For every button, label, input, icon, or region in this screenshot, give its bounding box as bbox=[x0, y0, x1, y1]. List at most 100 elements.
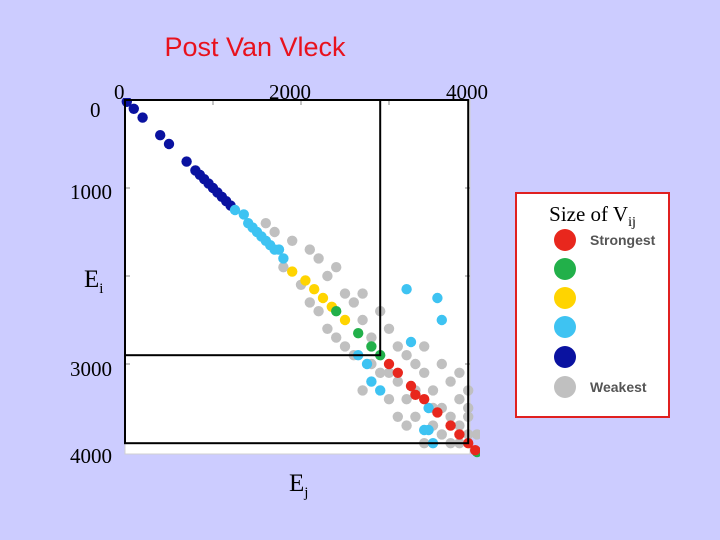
data-point bbox=[247, 222, 258, 233]
data-point bbox=[419, 367, 430, 378]
data-point bbox=[405, 336, 417, 348]
legend-title: Size of Vij bbox=[517, 202, 668, 231]
data-point bbox=[361, 358, 373, 370]
data-point bbox=[137, 112, 148, 123]
data-point bbox=[392, 376, 403, 387]
data-point bbox=[454, 394, 465, 405]
chart-title: Post Van Vleck bbox=[164, 32, 346, 62]
data-point bbox=[331, 262, 342, 273]
data-point bbox=[353, 328, 364, 339]
legend-title-sub: ij bbox=[628, 215, 636, 231]
plot-area bbox=[124, 99, 471, 455]
data-point bbox=[392, 341, 403, 352]
data-point bbox=[348, 297, 359, 308]
data-point bbox=[454, 420, 465, 431]
legend-swatch-strongest bbox=[554, 229, 576, 251]
data-point bbox=[331, 332, 342, 343]
data-point bbox=[313, 253, 324, 264]
legend: Size of Vij Strongest Weakest bbox=[515, 192, 670, 418]
region-boxes bbox=[124, 99, 470, 445]
data-point bbox=[181, 156, 192, 167]
data-point bbox=[383, 323, 395, 334]
data-point bbox=[322, 270, 333, 282]
data-point bbox=[265, 240, 276, 251]
data-point bbox=[401, 394, 412, 405]
data-point bbox=[260, 218, 271, 229]
data-point bbox=[238, 209, 249, 220]
data-point bbox=[383, 358, 395, 370]
data-point bbox=[401, 420, 412, 431]
data-point bbox=[322, 323, 333, 334]
data-point bbox=[375, 385, 386, 396]
x-axis-label: Ej bbox=[289, 470, 308, 502]
data-point bbox=[300, 275, 311, 286]
data-point bbox=[454, 367, 465, 378]
region-box bbox=[124, 99, 470, 445]
data-point bbox=[392, 367, 403, 378]
data-point bbox=[309, 284, 320, 295]
y-axis-label: Ei bbox=[84, 266, 103, 298]
legend-swatch-weakest bbox=[554, 376, 576, 398]
data-point bbox=[375, 367, 386, 378]
legend-title-text: Size of V bbox=[549, 202, 629, 226]
data-point bbox=[269, 226, 280, 238]
y-tick-label: 3000 bbox=[70, 357, 112, 381]
data-point bbox=[436, 429, 447, 440]
data-point bbox=[278, 253, 289, 264]
y-axis-label-var: E bbox=[84, 266, 100, 293]
data-point bbox=[278, 262, 289, 273]
scatter-plot bbox=[121, 98, 480, 458]
y-tick-label: 0 bbox=[90, 98, 101, 122]
data-point bbox=[339, 288, 351, 299]
data-point bbox=[392, 411, 403, 422]
data-point bbox=[423, 424, 434, 436]
y-tick-label: 4000 bbox=[70, 444, 112, 468]
y-tick-label: 1000 bbox=[70, 180, 112, 204]
data-point bbox=[432, 292, 443, 304]
legend-swatch-yellow bbox=[554, 287, 576, 309]
x-axis-label-var: E bbox=[289, 470, 305, 497]
data-point bbox=[357, 288, 368, 299]
data-point bbox=[419, 341, 430, 352]
data-point bbox=[357, 385, 368, 396]
data-point bbox=[471, 429, 480, 440]
y-axis-label-sub: i bbox=[99, 281, 104, 297]
data-point bbox=[273, 244, 285, 255]
data-point bbox=[366, 341, 377, 352]
data-point bbox=[405, 380, 417, 392]
legend-label-weakest: Weakest bbox=[590, 379, 647, 395]
data-point bbox=[383, 394, 395, 405]
data-point bbox=[287, 235, 298, 246]
x-axis-label-sub: j bbox=[304, 485, 309, 501]
data-point bbox=[419, 394, 430, 405]
data-point bbox=[445, 411, 456, 422]
data-point bbox=[383, 367, 395, 378]
data-point bbox=[366, 376, 377, 387]
legend-swatch-darkblue bbox=[554, 346, 576, 368]
data-point bbox=[357, 314, 368, 326]
data-point bbox=[401, 350, 412, 361]
data-point bbox=[339, 314, 351, 326]
data-point bbox=[401, 284, 412, 295]
data-point bbox=[155, 130, 166, 141]
data-point bbox=[339, 341, 351, 352]
data-points bbox=[121, 98, 480, 458]
data-point bbox=[410, 358, 421, 370]
data-point bbox=[313, 306, 324, 317]
data-point bbox=[454, 429, 465, 440]
data-point bbox=[410, 411, 421, 422]
data-point bbox=[366, 332, 377, 343]
data-point bbox=[410, 389, 421, 400]
data-point bbox=[229, 204, 241, 216]
data-point bbox=[304, 297, 315, 308]
data-point bbox=[432, 407, 443, 418]
data-point bbox=[445, 420, 456, 431]
data-point bbox=[470, 445, 480, 456]
data-point bbox=[287, 266, 298, 277]
data-point bbox=[436, 314, 447, 326]
legend-swatch-green bbox=[554, 258, 576, 280]
data-point bbox=[331, 306, 342, 317]
x-tick-label: 0 bbox=[114, 80, 125, 104]
data-point bbox=[427, 385, 439, 396]
data-point bbox=[317, 292, 329, 304]
